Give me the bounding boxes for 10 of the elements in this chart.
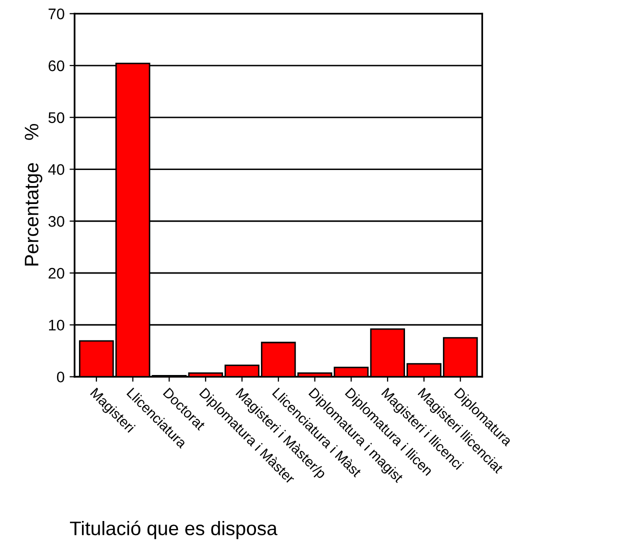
y-tick-label: 30: [48, 216, 64, 227]
y-tick-label: 20: [48, 268, 64, 279]
y-tick-label: 60: [48, 60, 64, 72]
y-tick-label: 10: [49, 320, 64, 331]
y-tick-label: 0: [56, 372, 64, 382]
y-tick-label: 70: [48, 8, 64, 20]
y-tick-label: 40: [48, 164, 64, 175]
x-axis-title: Titulació que es disposa: [70, 520, 278, 540]
y-axis-title: Percentatge %: [24, 124, 42, 266]
y-tick-label: 50: [48, 112, 64, 124]
